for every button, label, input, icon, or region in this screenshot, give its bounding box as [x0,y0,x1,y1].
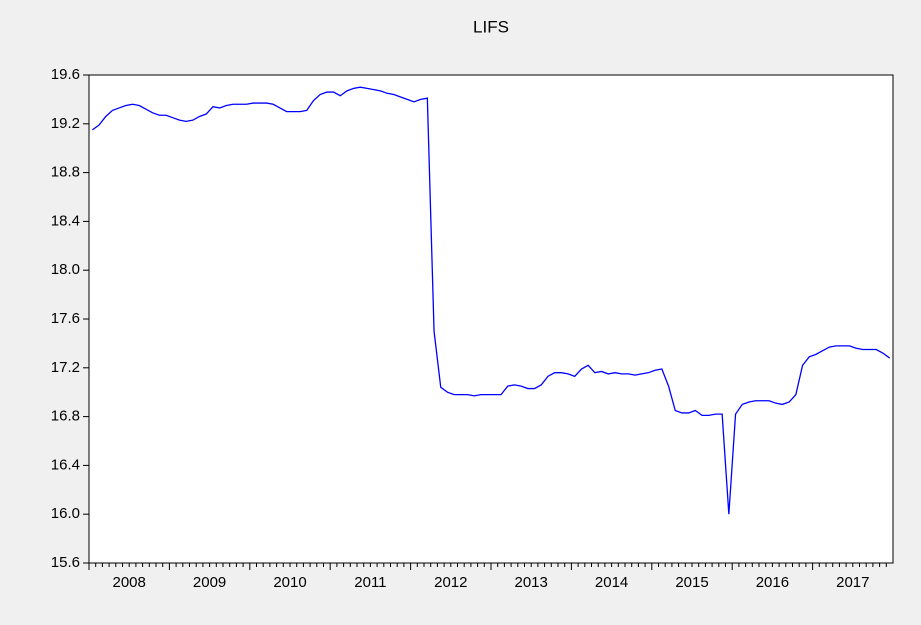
x-tick-label: 2014 [595,574,628,591]
x-tick-label: 2017 [836,574,869,591]
y-tick-label: 18.0 [51,261,80,278]
y-tick-label: 18.8 [51,164,80,181]
x-tick-label: 2012 [434,574,467,591]
chart-title: LIFS [473,17,509,36]
x-tick-label: 2011 [354,574,386,591]
y-tick-label: 18.4 [51,212,80,229]
x-tick-label: 2008 [113,574,146,591]
series-line [91,86,891,515]
y-tick-label: 15.6 [51,554,80,571]
plot-area [88,74,894,564]
y-tick-label: 17.2 [51,359,80,376]
y-tick-label: 16.0 [51,505,80,522]
x-tick-label: 2015 [675,574,708,591]
y-tick-label: 19.6 [51,66,80,83]
x-tick-label: 2009 [193,574,226,591]
y-tick-label: 17.6 [51,310,80,327]
y-tick-label: 16.4 [51,456,80,473]
x-tick-label: 2016 [756,574,789,591]
y-tick-label: 19.2 [51,115,80,132]
y-tick-label: 16.8 [51,408,80,425]
x-tick-label: 2013 [515,574,548,591]
x-tick-label: 2010 [273,574,306,591]
